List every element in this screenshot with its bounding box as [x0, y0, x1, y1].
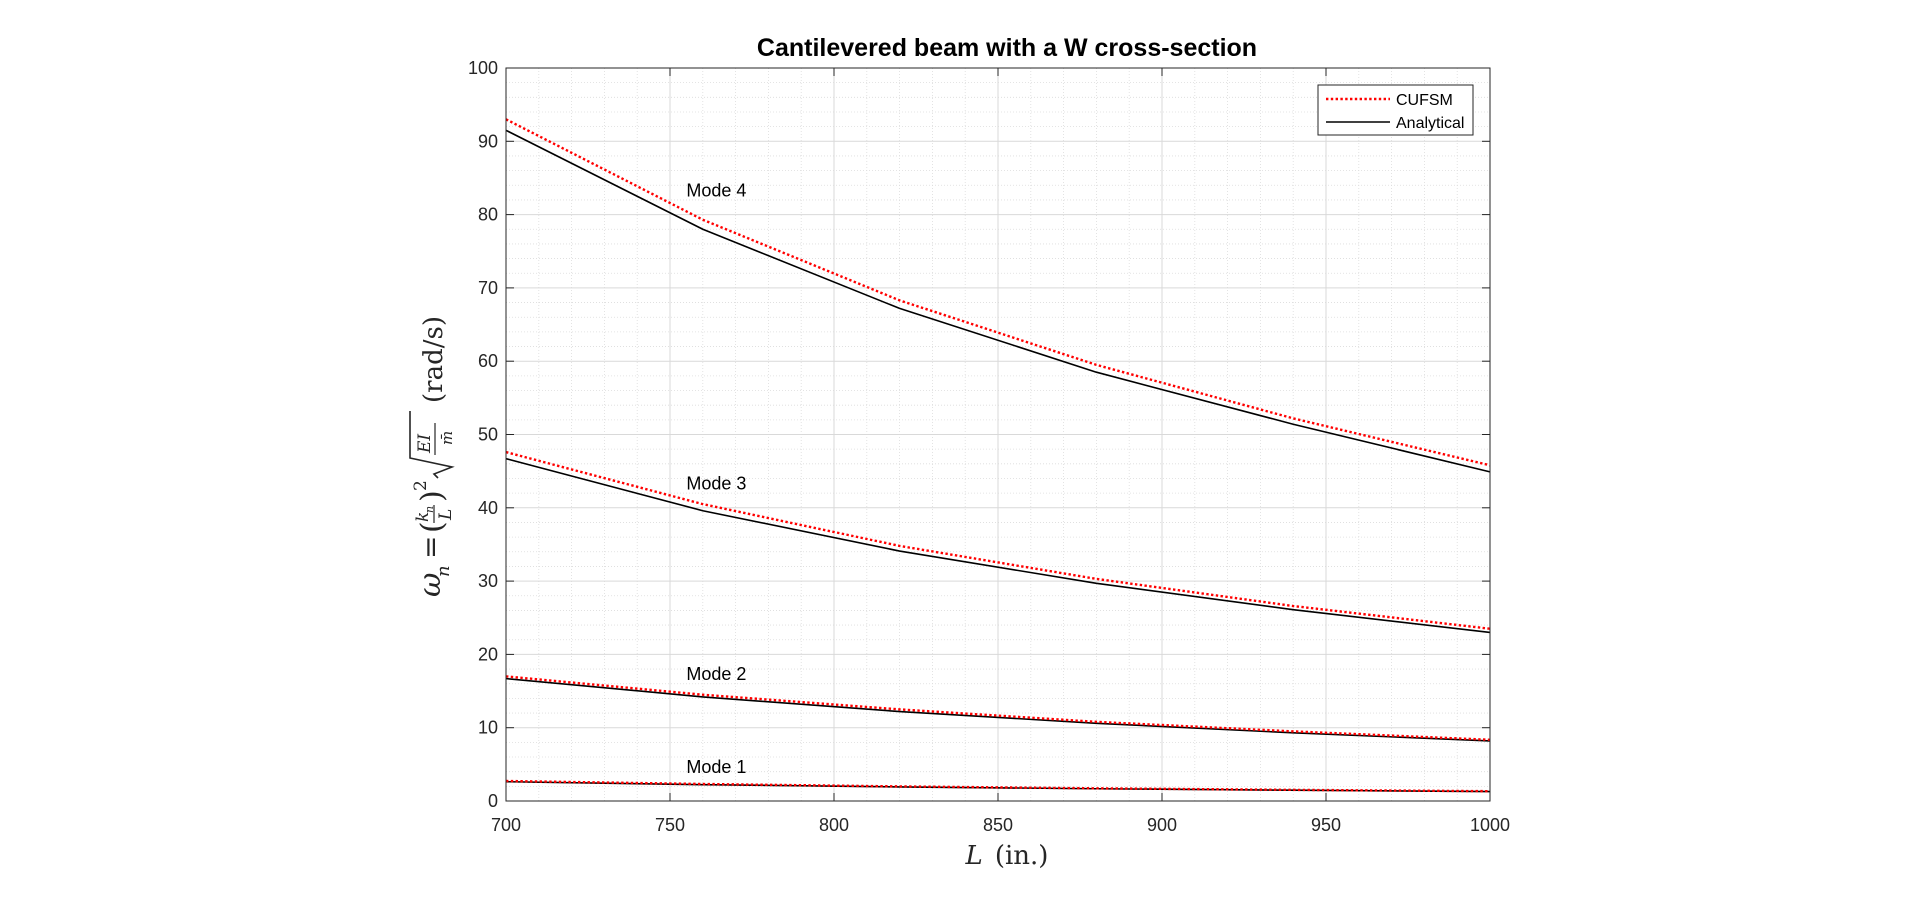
y-label-omega-sub: n: [433, 565, 454, 577]
y-tick-label: 70: [478, 278, 498, 298]
legend-label-analytical: Analytical: [1396, 115, 1464, 132]
y-tick-label: 20: [478, 644, 498, 664]
annotation-mode-3: Mode 3: [686, 473, 746, 493]
y-tick-label: 80: [478, 205, 498, 225]
y-tick-label: 60: [478, 351, 498, 371]
series-line-cufsm-mode-2: [505, 675, 1491, 741]
y-tick-label: 10: [478, 718, 498, 738]
x-tick-label: 950: [1311, 815, 1341, 835]
x-axis-label-unit: (in.): [995, 841, 1049, 871]
y-label-omega: ω: [413, 573, 448, 597]
x-tick-label: 700: [491, 815, 521, 835]
x-axis-label-var: L: [965, 841, 983, 871]
series-line-cufsm-mode-1: [505, 779, 1491, 793]
y-label-frac-k: k: [413, 512, 433, 522]
y-tick-label: 90: [478, 131, 498, 151]
y-tick-label: 100: [468, 58, 498, 78]
series-line-cufsm-mode-3: [505, 450, 1491, 630]
series-line-analytical-mode-2: [505, 677, 1491, 742]
y-label-sqrt: [409, 411, 455, 479]
x-tick-label: 850: [983, 815, 1013, 835]
series-line-analytical-mode-4: [505, 129, 1491, 473]
y-label-frac-EI: EI: [415, 434, 435, 454]
y-tick-label: 0: [488, 791, 498, 811]
y-axis-label: ω n = ( k n L ) 2 EI m̄ (rad/s): [409, 316, 456, 597]
annotation-mode-1: Mode 1: [686, 757, 746, 777]
major-grid: [506, 68, 1490, 801]
tick-labels: 700 750 800 850 900 950 1000 0 10 20 30 40 50 60 70 80 9…: [468, 58, 1510, 835]
x-tick-label: 900: [1147, 815, 1177, 835]
series-line-analytical-mode-3: [505, 457, 1491, 634]
x-tick-label: 750: [655, 815, 685, 835]
y-label-unit: (rad/s): [419, 316, 449, 403]
y-label-equals: =: [414, 536, 447, 559]
y-label-close-paren: ): [415, 490, 450, 502]
legend-label-cufsm: CUFSM: [1396, 92, 1453, 109]
annotation-mode-4: Mode 4: [686, 180, 746, 200]
y-tick-label: 30: [478, 571, 498, 591]
y-label-open-paren: (: [415, 521, 450, 533]
series-layer: [505, 118, 1491, 793]
y-tick-label: 50: [478, 425, 498, 445]
x-tick-label: 1000: [1470, 815, 1510, 835]
y-label-frac-k-sub: n: [423, 506, 436, 513]
axes: [505, 67, 1491, 802]
legend: CUFSM Analytical: [1317, 84, 1474, 136]
x-tick-label: 800: [819, 815, 849, 835]
annotation-mode-2: Mode 2: [686, 664, 746, 684]
annotations: Mode 1 Mode 2 Mode 3 Mode 4: [686, 180, 746, 777]
y-tick-label: 40: [478, 498, 498, 518]
series-line-cufsm-mode-4: [505, 118, 1491, 467]
chart-title: Cantilevered beam with a W cross-section: [757, 34, 1257, 62]
y-label-frac-L: L: [436, 509, 456, 521]
y-label-power: 2: [411, 480, 431, 491]
legend-box: [1317, 84, 1474, 136]
x-axis-label: L (in.): [965, 841, 1049, 871]
y-label-frac-m: m̄: [438, 431, 456, 445]
